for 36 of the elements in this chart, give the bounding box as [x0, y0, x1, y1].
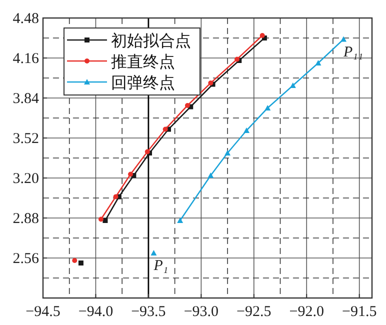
legend-label: 回弹终点 — [111, 74, 175, 92]
x-tick-label: −92.5 — [236, 304, 272, 320]
x-tick-label: −92.0 — [289, 304, 324, 320]
point — [208, 172, 214, 178]
point — [264, 105, 271, 110]
annotation: P₁ — [154, 258, 168, 274]
y-tick-label: 3.52 — [12, 131, 39, 147]
point — [244, 128, 250, 133]
legend-label: 推直终点 — [111, 53, 175, 71]
x-tick-label: −94.5 — [26, 304, 60, 320]
y-tick-label: 2.88 — [12, 211, 39, 227]
point — [78, 260, 84, 266]
point — [184, 103, 190, 108]
y-tick-label: 3.20 — [12, 171, 39, 187]
point — [290, 82, 296, 88]
x-tick-label: −93.5 — [131, 304, 166, 320]
legend-label: 初始拟合点 — [111, 32, 191, 50]
point — [162, 126, 168, 132]
y-tick-label: 4.48 — [12, 11, 39, 27]
y-tick-label: 2.56 — [12, 251, 40, 267]
point — [113, 194, 118, 200]
point — [128, 172, 134, 177]
x-tick-label: −94.0 — [78, 304, 114, 320]
point — [150, 250, 157, 256]
x-tick-label: −93.0 — [184, 304, 219, 320]
y-tick-label: 3.84 — [12, 91, 40, 107]
point — [315, 60, 322, 66]
point — [224, 150, 231, 156]
point — [340, 36, 347, 42]
point — [177, 218, 184, 223]
point — [260, 33, 265, 38]
x-tick-label: −91.5 — [342, 304, 377, 320]
point — [144, 149, 150, 154]
y-tick-label: 4.16 — [12, 51, 40, 67]
point — [98, 216, 104, 222]
point — [72, 258, 78, 263]
